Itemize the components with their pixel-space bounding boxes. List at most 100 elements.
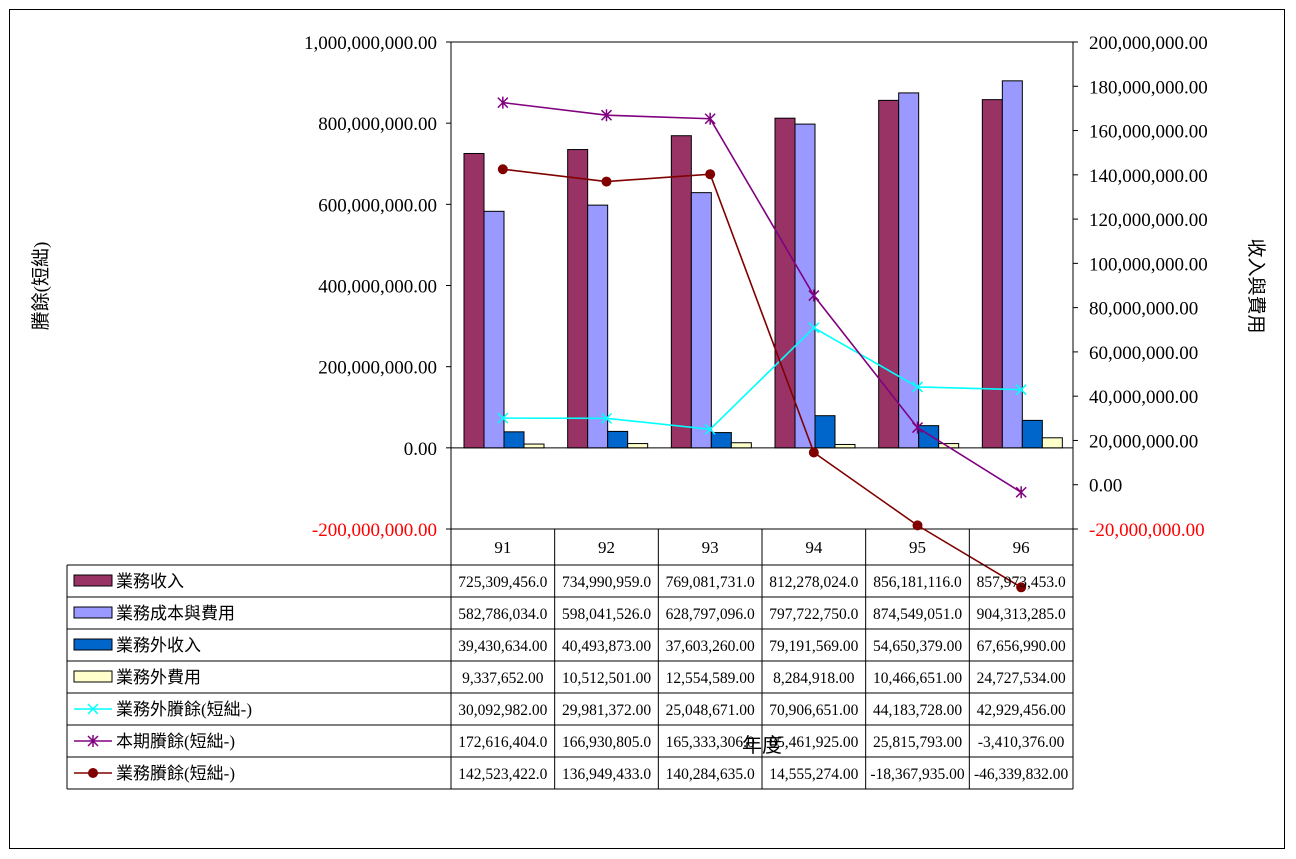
line-series-1 — [502, 101, 1022, 493]
data-cell-3-95: 10,466,651.00 — [873, 670, 962, 687]
line-series-0 — [502, 326, 1022, 431]
bar-3-96 — [1041, 437, 1063, 449]
bar-3-91 — [523, 443, 545, 449]
right-tick-label: 40,000,000.00 — [1089, 387, 1198, 408]
category-label-96: 96 — [1013, 538, 1030, 557]
right-tick-label: 60,000,000.00 — [1089, 343, 1198, 364]
data-cell-4-92: 29,981,372.00 — [562, 702, 651, 719]
data-cell-1-92: 598,041,526.0 — [562, 606, 651, 623]
data-cell-1-96: 904,313,285.0 — [977, 606, 1066, 623]
bar-1-91 — [483, 210, 505, 449]
right-tick-label: 100,000,000.00 — [1089, 254, 1208, 275]
category-label-93: 93 — [702, 538, 719, 557]
data-cell-4-95: 44,183,728.00 — [873, 702, 962, 719]
bar-2-91 — [503, 431, 525, 449]
bar-2-96 — [1021, 419, 1043, 449]
left-axis-title: 賸餘(短絀) — [30, 242, 52, 331]
data-cell-1-93: 628,797,096.0 — [666, 606, 755, 623]
bar-1-94 — [794, 123, 816, 449]
left-tick-label: -200,000,000.00 — [312, 520, 437, 541]
right-tick-label: 20,000,000.00 — [1089, 431, 1198, 452]
category-label-95: 95 — [909, 538, 926, 557]
data-cell-6-91: 142,523,422.0 — [458, 766, 547, 783]
data-cell-3-92: 10,512,501.00 — [562, 670, 651, 687]
bar-3-94 — [834, 443, 856, 449]
legend-marker-4 — [87, 703, 99, 715]
data-cell-3-93: 12,554,589.00 — [666, 670, 755, 687]
data-cell-2-92: 40,493,873.00 — [562, 638, 651, 655]
data-cell-3-91: 9,337,652.00 — [462, 670, 544, 687]
bar-3-92 — [627, 443, 649, 449]
data-cell-0-92: 734,990,959.0 — [562, 574, 651, 591]
data-cell-2-95: 54,650,379.00 — [873, 638, 962, 655]
data-cell-2-93: 37,603,260.00 — [666, 638, 755, 655]
right-tick-label: 120,000,000.00 — [1089, 210, 1208, 231]
point-2-95 — [912, 520, 923, 531]
bar-0-96 — [981, 99, 1003, 449]
bar-0-92 — [567, 149, 589, 449]
data-cell-4-91: 30,092,982.00 — [458, 702, 547, 719]
legend-key-1 — [73, 606, 113, 619]
data-cell-0-94: 812,278,024.0 — [769, 574, 858, 591]
legend-marker-6 — [88, 768, 98, 778]
line-series-2 — [502, 168, 1022, 588]
data-cell-5-93: 165,333,306.0 — [666, 734, 755, 751]
point-0-92 — [600, 412, 613, 424]
data-cell-4-94: 70,906,651.00 — [769, 702, 858, 719]
bar-0-94 — [774, 117, 796, 449]
legend-key-3 — [73, 670, 113, 683]
left-tick-label: 200,000,000.00 — [318, 358, 437, 379]
category-label-94: 94 — [805, 538, 823, 557]
legend-label-4: 業務外賸餘(短絀-) — [116, 700, 252, 719]
point-2-93 — [705, 169, 716, 180]
data-cell-3-94: 8,284,918.00 — [773, 670, 855, 687]
point-2-94 — [808, 447, 819, 458]
legend-label-1: 業務成本與費用 — [116, 604, 235, 623]
data-cell-1-91: 582,786,034.0 — [458, 606, 547, 623]
point-1-93 — [704, 112, 716, 125]
point-1-92 — [600, 109, 613, 122]
legend-label-0: 業務收入 — [116, 572, 184, 591]
data-cell-1-94: 797,722,750.0 — [769, 606, 858, 623]
data-cell-6-96: -46,339,832.00 — [974, 766, 1069, 783]
data-cell-4-93: 25,048,671.00 — [666, 702, 755, 719]
data-cell-0-93: 769,081,731.0 — [666, 574, 755, 591]
point-1-94 — [808, 289, 820, 302]
point-0-93 — [704, 423, 716, 435]
legend-label-3: 業務外費用 — [116, 668, 201, 687]
point-1-91 — [497, 96, 509, 109]
right-tick-label: 200,000,000.00 — [1089, 33, 1208, 54]
data-cell-6-93: 140,284,635.0 — [666, 766, 755, 783]
data-cell-2-91: 39,430,634.00 — [458, 638, 547, 655]
data-cell-5-95: 25,815,793.00 — [873, 734, 962, 751]
category-label-91: 91 — [494, 538, 511, 557]
data-cell-4-96: 42,929,456.00 — [977, 702, 1066, 719]
data-cell-1-95: 874,549,051.0 — [873, 606, 962, 623]
right-tick-label: 180,000,000.00 — [1089, 77, 1208, 98]
right-tick-label: 140,000,000.00 — [1089, 166, 1208, 187]
bar-1-92 — [587, 204, 609, 449]
left-tick-label: 600,000,000.00 — [318, 195, 437, 216]
legend-label-6: 業務賸餘(短絀-) — [116, 764, 235, 783]
chart-frame — [9, 9, 1285, 849]
data-cell-2-94: 79,191,569.00 — [769, 638, 858, 655]
data-cell-5-91: 172,616,404.0 — [458, 734, 547, 751]
category-label-92: 92 — [598, 538, 615, 557]
left-tick-label: 800,000,000.00 — [318, 114, 437, 135]
point-1-96 — [1015, 486, 1027, 499]
legend-label-5: 本期賸餘(短絀-) — [116, 732, 235, 751]
bar-2-92 — [607, 430, 629, 449]
point-2-91 — [497, 164, 508, 175]
data-cell-6-95: -18,367,935.00 — [870, 766, 965, 783]
bar-1-96 — [1001, 80, 1023, 449]
point-0-91 — [497, 412, 509, 424]
point-2-96 — [1016, 582, 1027, 593]
bar-2-93 — [710, 432, 732, 449]
point-0-94 — [808, 322, 820, 334]
data-cell-5-92: 166,930,805.0 — [562, 734, 651, 751]
bar-1-95 — [898, 92, 920, 449]
legend-label-2: 業務外收入 — [116, 636, 201, 655]
point-0-95 — [911, 381, 924, 393]
point-0-96 — [1015, 384, 1027, 396]
bar-0-91 — [463, 152, 485, 449]
